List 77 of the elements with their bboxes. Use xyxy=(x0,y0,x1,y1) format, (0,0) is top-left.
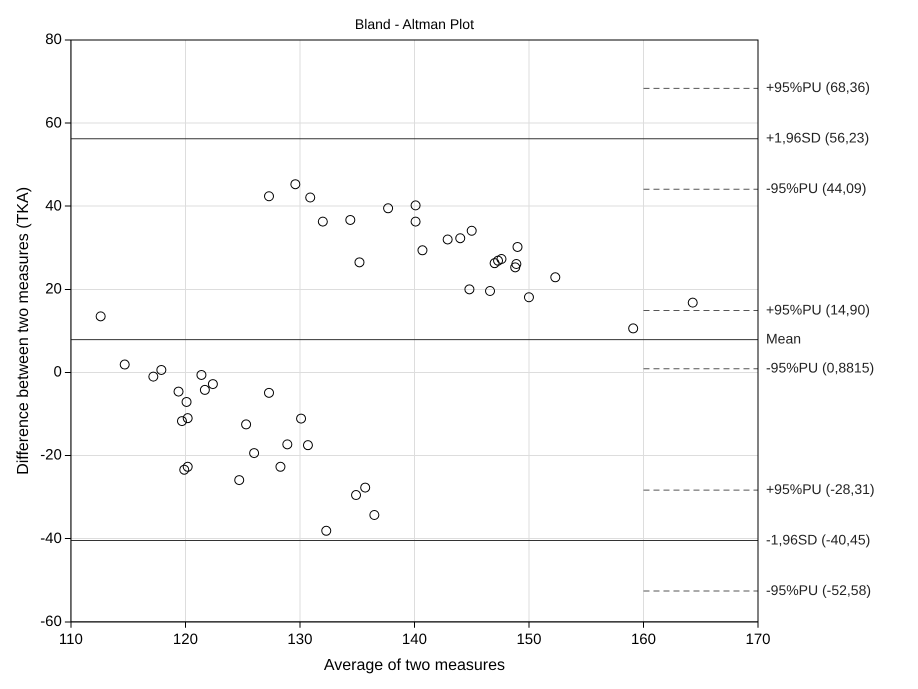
x-tick-label: 130 xyxy=(287,630,312,648)
x-axis-title: Average of two measures xyxy=(324,656,506,674)
point xyxy=(688,298,698,308)
point xyxy=(466,226,477,236)
x-tick-label: 150 xyxy=(516,630,542,648)
x-tick-label: 170 xyxy=(745,630,771,648)
point xyxy=(182,462,193,472)
point xyxy=(410,216,421,227)
point xyxy=(196,370,206,380)
y-tick-label: 60 xyxy=(45,114,62,132)
point xyxy=(490,258,500,268)
point xyxy=(345,214,356,225)
point xyxy=(200,384,210,395)
point xyxy=(321,526,332,536)
point xyxy=(264,191,274,202)
point xyxy=(369,510,380,520)
point xyxy=(493,256,504,266)
ref-line-label: +1,96SD (56,23) xyxy=(766,130,870,146)
point xyxy=(485,286,496,296)
point xyxy=(354,257,364,268)
point xyxy=(360,482,370,493)
y-tick-label: -40 xyxy=(40,530,62,547)
point xyxy=(302,440,313,450)
y-axis-title: Difference between two measures (TKA) xyxy=(15,186,32,475)
y-tick-label: -60 xyxy=(40,612,62,630)
point xyxy=(524,292,534,302)
point xyxy=(182,396,192,407)
x-tick-label: 140 xyxy=(402,630,427,648)
point xyxy=(417,245,428,256)
series-label: -95%PU (-52,58) xyxy=(766,582,872,598)
point xyxy=(628,323,638,334)
point xyxy=(234,475,244,486)
y-tick-label: 80 xyxy=(45,31,62,48)
point xyxy=(383,203,394,214)
series-label: +95%PU (-28,31) xyxy=(766,480,875,497)
y-tick-label: 40 xyxy=(45,197,62,214)
y-tick-label: 0 xyxy=(54,364,62,381)
point xyxy=(156,364,166,375)
point xyxy=(290,179,300,190)
point xyxy=(496,254,506,264)
point xyxy=(550,272,560,282)
point xyxy=(464,284,474,294)
point xyxy=(351,490,362,500)
point xyxy=(249,448,260,458)
series-label: +95%PU (68,36) xyxy=(766,79,870,96)
series-label: -95%PU (0,8815) xyxy=(766,360,874,376)
point xyxy=(296,414,306,424)
point xyxy=(275,462,286,472)
ref-line-label: Mean xyxy=(766,330,802,347)
point xyxy=(511,258,522,269)
series-label: -95%PU (44,09) xyxy=(766,180,866,196)
point xyxy=(241,419,252,430)
point xyxy=(96,311,106,322)
point xyxy=(148,372,158,382)
point xyxy=(305,192,316,202)
y-tick-label: -20 xyxy=(40,446,62,464)
point xyxy=(176,416,187,426)
x-tick-label: 160 xyxy=(630,630,656,648)
ref-line-label: -1,96SD (-40,45) xyxy=(766,531,870,548)
point xyxy=(179,464,190,475)
x-tick-label: 120 xyxy=(172,630,198,648)
point xyxy=(282,439,292,450)
point xyxy=(512,242,523,252)
point xyxy=(455,233,466,244)
point xyxy=(120,360,130,370)
chart-title: Bland - Altman Plot xyxy=(354,16,474,32)
y-tick-label: 20 xyxy=(45,280,62,298)
point xyxy=(410,200,421,210)
series-label: +95%PU (14,90) xyxy=(766,301,870,318)
point xyxy=(510,262,520,272)
point xyxy=(442,234,453,244)
point xyxy=(318,216,328,227)
x-tick-label: 110 xyxy=(58,630,83,648)
point xyxy=(182,413,193,424)
point xyxy=(264,388,274,398)
point xyxy=(208,379,218,390)
point xyxy=(174,386,184,397)
